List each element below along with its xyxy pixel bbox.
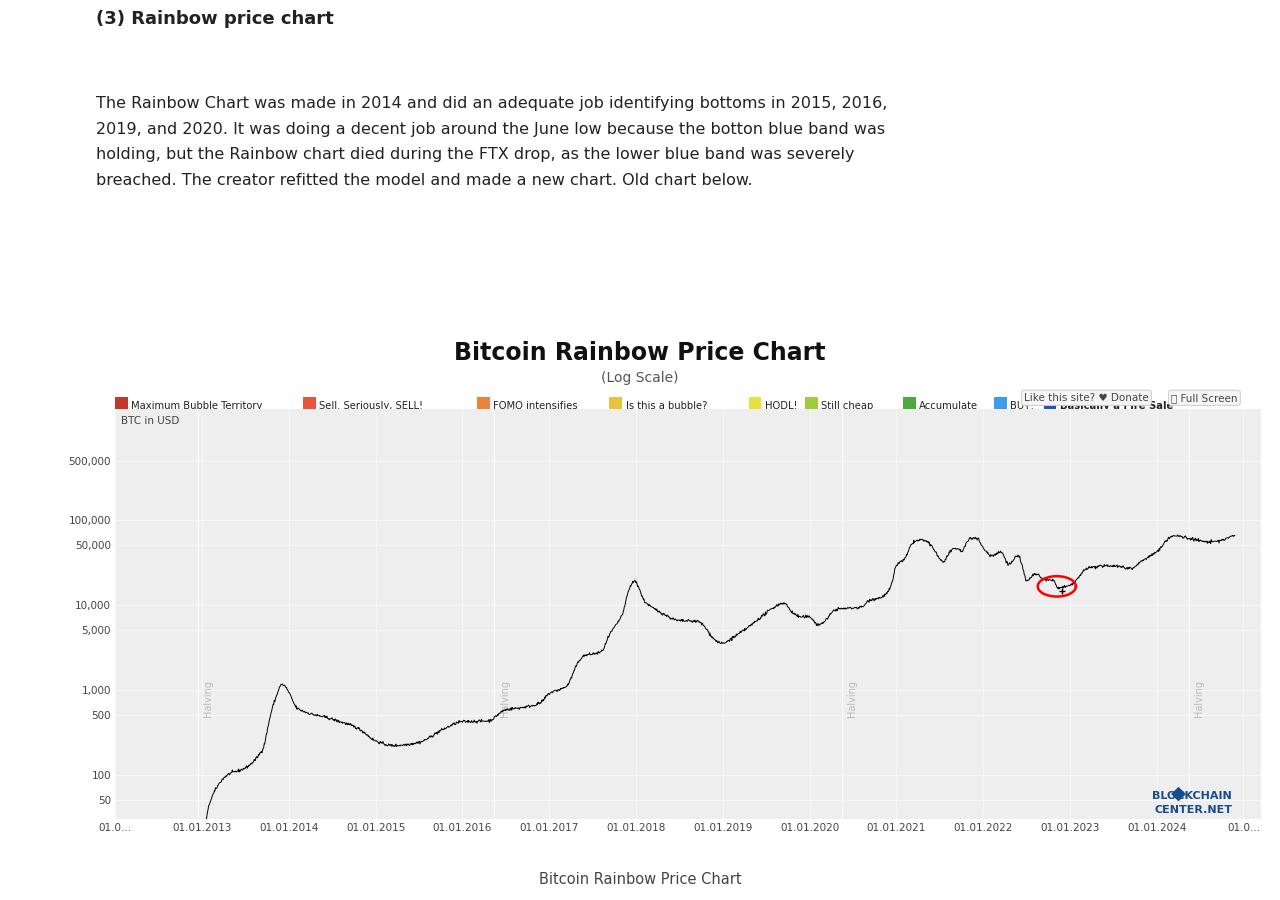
Text: ◆: ◆ xyxy=(1171,784,1187,803)
Text: (3) Rainbow price chart: (3) Rainbow price chart xyxy=(96,10,334,28)
Text: Maximum Bubble Territory: Maximum Bubble Territory xyxy=(132,400,262,411)
Bar xyxy=(477,397,490,415)
Text: Still cheap: Still cheap xyxy=(822,400,874,411)
Text: ⌕ Full Screen: ⌕ Full Screen xyxy=(1171,392,1238,403)
Text: BUY!: BUY! xyxy=(1010,400,1034,411)
Text: CENTER.NET: CENTER.NET xyxy=(1155,805,1233,814)
Text: The Rainbow Chart was made in 2014 and did an adequate job identifying bottoms i: The Rainbow Chart was made in 2014 and d… xyxy=(96,95,887,188)
Bar xyxy=(904,397,916,415)
Text: HODL!: HODL! xyxy=(765,400,797,411)
Text: Bitcoin Rainbow Price Chart: Bitcoin Rainbow Price Chart xyxy=(454,340,826,364)
Text: Halving: Halving xyxy=(202,680,212,716)
Text: Halving: Halving xyxy=(499,680,509,716)
Bar xyxy=(749,397,762,415)
Text: BLOCKCHAIN: BLOCKCHAIN xyxy=(1152,790,1233,801)
Text: FOMO intensifies: FOMO intensifies xyxy=(493,400,577,411)
Bar xyxy=(1043,397,1056,415)
Text: (Log Scale): (Log Scale) xyxy=(602,371,678,385)
Text: BTC in USD: BTC in USD xyxy=(120,416,179,426)
Text: Sell. Seriously, SELL!: Sell. Seriously, SELL! xyxy=(319,400,424,411)
Text: Basically a Fire Sale: Basically a Fire Sale xyxy=(1060,400,1172,411)
Bar xyxy=(995,397,1007,415)
Bar xyxy=(115,397,128,415)
Text: Like this site? ♥ Donate: Like this site? ♥ Donate xyxy=(1024,392,1148,403)
Text: Accumulate: Accumulate xyxy=(919,400,978,411)
Bar xyxy=(303,397,316,415)
Text: Halving: Halving xyxy=(847,680,856,716)
Text: Is this a bubble?: Is this a bubble? xyxy=(626,400,707,411)
Text: Bitcoin Rainbow Price Chart: Bitcoin Rainbow Price Chart xyxy=(539,871,741,886)
Text: Halving: Halving xyxy=(1194,680,1204,716)
Bar xyxy=(609,397,622,415)
Bar xyxy=(805,397,818,415)
